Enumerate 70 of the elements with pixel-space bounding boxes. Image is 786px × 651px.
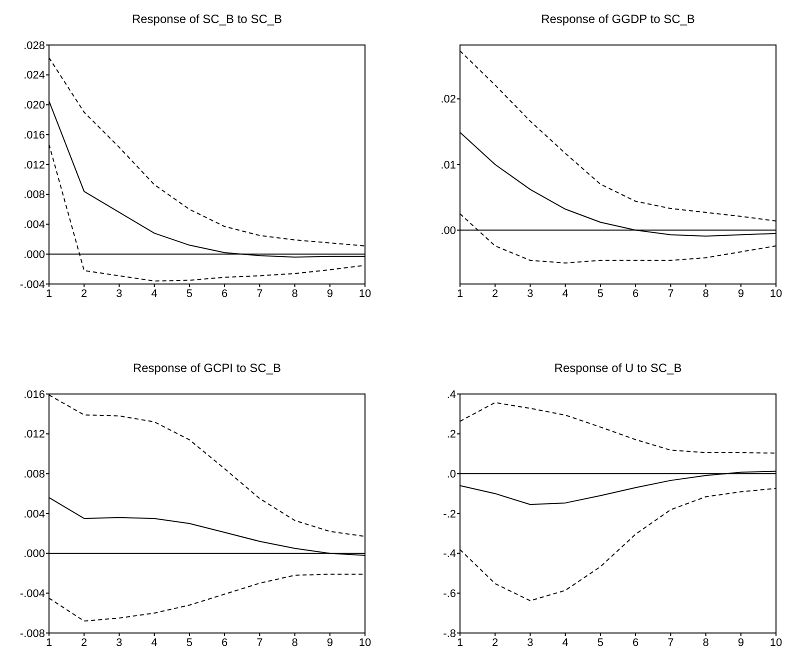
y-tick-label: .4 <box>446 388 456 401</box>
y-tick-label: .01 <box>440 159 456 172</box>
x-tick-label: 2 <box>81 288 88 300</box>
y-tick-label: -.6 <box>443 588 456 600</box>
y-tick-label: .028 <box>24 40 45 52</box>
x-tick-label: 9 <box>738 288 744 300</box>
x-tick-label: 8 <box>292 288 298 300</box>
x-tick-label: 9 <box>326 288 333 300</box>
x-tick-label: 10 <box>770 637 782 649</box>
y-tick-label: .008 <box>24 189 45 202</box>
y-tick-label: .004 <box>24 508 45 520</box>
x-tick-label: 10 <box>358 288 372 300</box>
x-tick-label: 5 <box>597 288 604 300</box>
x-tick-label: 1 <box>46 288 52 300</box>
x-tick-label: 6 <box>221 637 228 649</box>
x-tick-label: 9 <box>326 637 333 649</box>
x-tick-label: 3 <box>116 288 122 300</box>
chart-title: Response of U to SC_B <box>554 361 682 375</box>
y-tick-label: .000 <box>24 548 45 560</box>
y-tick-label: .004 <box>24 219 45 232</box>
x-tick-label: 4 <box>562 288 568 300</box>
y-tick-label: -.4 <box>443 548 456 560</box>
x-tick-label: 3 <box>527 637 534 649</box>
x-tick-label: 4 <box>151 637 158 649</box>
x-tick-label: 10 <box>770 288 782 300</box>
x-tick-label: 8 <box>702 637 709 649</box>
y-tick-label: -.8 <box>443 628 456 640</box>
y-tick-label: .012 <box>24 428 45 441</box>
y-tick-label: .012 <box>24 159 45 172</box>
chart-title: Response of GCPI to SC_B <box>132 361 282 375</box>
x-tick-label: 3 <box>116 637 122 649</box>
x-tick-label: 10 <box>358 637 372 649</box>
x-tick-label: 2 <box>492 288 498 300</box>
y-tick-label: -.2 <box>443 508 456 520</box>
y-tick-label: .00 <box>440 225 456 238</box>
chart-title: Response of GGDP to SC_B <box>541 12 695 26</box>
x-tick-label: 8 <box>292 637 298 649</box>
x-tick-label: 9 <box>738 637 744 649</box>
y-tick-label: .2 <box>446 428 456 441</box>
x-tick-label: 1 <box>456 637 464 649</box>
y-tick-label: .008 <box>24 468 45 481</box>
chart-title: Response of SC_B to SC_B <box>132 12 282 26</box>
y-tick-label: .016 <box>24 129 45 142</box>
x-tick-label: 6 <box>632 288 639 300</box>
y-tick-label: .0 <box>446 468 456 481</box>
y-tick-label: .020 <box>24 100 45 112</box>
y-tick-label: .000 <box>24 248 45 261</box>
x-tick-label: 2 <box>81 637 88 649</box>
x-tick-label: 7 <box>256 288 263 300</box>
y-tick-label: -.004 <box>20 588 45 600</box>
x-tick-label: 7 <box>668 637 674 649</box>
x-tick-label: 4 <box>562 637 568 649</box>
y-tick-label: .024 <box>24 70 45 82</box>
x-tick-label: 6 <box>632 637 639 649</box>
x-tick-label: 4 <box>151 288 158 300</box>
x-tick-label: 8 <box>702 288 709 300</box>
y-tick-label: .02 <box>440 94 456 106</box>
x-tick-label: 5 <box>186 637 193 649</box>
x-tick-label: 7 <box>668 288 674 300</box>
x-tick-label: 1 <box>46 637 52 649</box>
x-tick-label: 7 <box>256 637 263 649</box>
y-tick-label: -.004 <box>20 278 45 291</box>
x-tick-label: 1 <box>456 288 464 300</box>
x-tick-label: 5 <box>597 637 604 649</box>
x-tick-label: 3 <box>527 288 534 300</box>
x-tick-label: 2 <box>492 637 498 649</box>
x-tick-label: 6 <box>221 288 228 300</box>
x-tick-label: 5 <box>186 288 193 300</box>
y-tick-label: .016 <box>24 388 45 401</box>
y-tick-label: -.008 <box>20 628 45 640</box>
